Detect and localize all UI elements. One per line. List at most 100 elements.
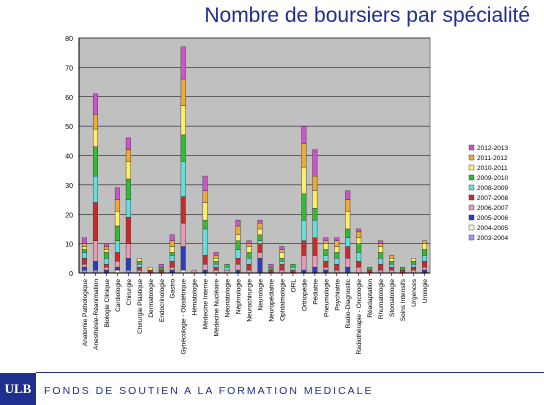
x-tick-label: Orthopédie	[301, 279, 308, 312]
bar-segment	[389, 266, 395, 271]
bar-segment	[169, 266, 175, 271]
x-tick-label: Cardiologie	[115, 279, 122, 312]
bar-segment	[246, 258, 252, 265]
bar-segment	[411, 266, 417, 271]
bar-segment	[169, 255, 175, 262]
bar-segment	[114, 266, 120, 271]
bar-segment	[422, 255, 428, 262]
bar-segment	[81, 249, 87, 253]
bar-segment	[378, 243, 384, 247]
y-tick-label: 80	[65, 36, 73, 43]
bar-segment	[213, 266, 219, 271]
bar-segment	[312, 237, 318, 256]
bar-segment	[125, 216, 131, 244]
legend-swatch	[468, 144, 475, 151]
x-tick-label: Anatomie Pathologique	[82, 279, 89, 347]
bar-segment	[246, 243, 252, 247]
bar-segment	[180, 78, 186, 106]
bar-segment	[92, 240, 98, 262]
bar-segment	[312, 190, 318, 209]
bar-segment	[334, 263, 340, 271]
bar-segment	[378, 263, 384, 271]
y-tick-label: 10	[65, 242, 73, 249]
legend-label: 2003-2004	[477, 235, 508, 242]
bar-segment	[202, 190, 208, 203]
x-tick-label: Chirurgie Plastique	[137, 279, 144, 334]
bar-segment	[257, 234, 263, 241]
legend-label: 2010-2011	[477, 165, 508, 172]
bar-segment	[334, 240, 340, 247]
bar-segment	[136, 266, 142, 271]
bar-segment	[213, 261, 219, 265]
legend-label: 2011-2012	[477, 155, 508, 162]
legend-label: 2012-2013	[477, 145, 508, 152]
bar-segment	[180, 105, 186, 136]
bar-segment	[312, 255, 318, 268]
bar-segment	[422, 240, 428, 244]
bar-segment	[92, 114, 98, 130]
bar-segment	[81, 263, 87, 268]
bar-segment	[202, 219, 208, 230]
bar-segment	[290, 263, 296, 268]
bar-segment	[235, 225, 241, 236]
bar-segment	[224, 263, 230, 268]
x-tick-label: Pédiatrie	[312, 279, 319, 305]
bar-segment	[169, 246, 175, 253]
bar-segment	[422, 261, 428, 268]
bar-segment	[114, 240, 120, 253]
bar-segment	[103, 243, 109, 247]
bar-segment	[246, 252, 252, 259]
bar-segment	[180, 222, 186, 247]
bar-segment	[279, 246, 285, 250]
legend-label: 2006-2007	[477, 205, 508, 212]
bar-segment	[279, 263, 285, 271]
bar-segment	[345, 228, 351, 238]
legend-label: 2005-2006	[477, 215, 508, 222]
bar-segment	[279, 249, 285, 253]
bar-segment	[345, 237, 351, 247]
bar-segment	[81, 266, 87, 271]
bar-segment	[202, 202, 208, 221]
x-tick-label: Stomatologie	[389, 279, 396, 317]
bar-segment	[213, 252, 219, 256]
bar-segment	[202, 228, 208, 256]
y-tick-label: 50	[65, 124, 73, 131]
bar-segment	[334, 237, 340, 241]
bar-segment	[257, 222, 263, 230]
bar-segment	[334, 258, 340, 265]
bar-segment	[246, 263, 252, 271]
legend-swatch	[468, 214, 475, 221]
bar-segment	[323, 261, 329, 268]
bar-segment	[323, 249, 329, 256]
bar-segment	[158, 266, 164, 271]
x-tick-label: Ophtalmologie	[279, 279, 286, 321]
bar-segment	[147, 266, 153, 271]
bar-segment	[136, 261, 142, 265]
bar-segment	[180, 196, 186, 224]
bar-segment	[180, 246, 186, 271]
bar-segment	[301, 219, 307, 241]
page-title: Nombre de boursiers par spécialité	[204, 4, 530, 27]
bar-segment	[323, 237, 329, 241]
bar-segment	[125, 243, 131, 259]
bar-segment	[224, 266, 230, 271]
x-tick-label: Neurologie	[257, 279, 264, 311]
bar-segment	[92, 175, 98, 203]
legend-swatch	[468, 204, 475, 211]
bar-segment	[411, 261, 417, 265]
bar-segment	[213, 255, 219, 259]
bar-segment	[114, 187, 120, 200]
bar-segment	[378, 252, 384, 259]
x-tick-label: ORL	[290, 279, 297, 293]
bar-segment	[103, 258, 109, 265]
bar-segment	[114, 261, 120, 268]
bar-segment	[345, 266, 351, 274]
bar-segment	[81, 258, 87, 265]
y-tick-label: 30	[65, 183, 73, 190]
bar-segment	[279, 252, 285, 259]
bar-segment	[323, 266, 329, 271]
bar-segment	[356, 252, 362, 262]
bar-segment	[301, 143, 307, 168]
legend-swatch	[468, 234, 475, 241]
x-tick-label: Hématologie	[192, 279, 199, 316]
